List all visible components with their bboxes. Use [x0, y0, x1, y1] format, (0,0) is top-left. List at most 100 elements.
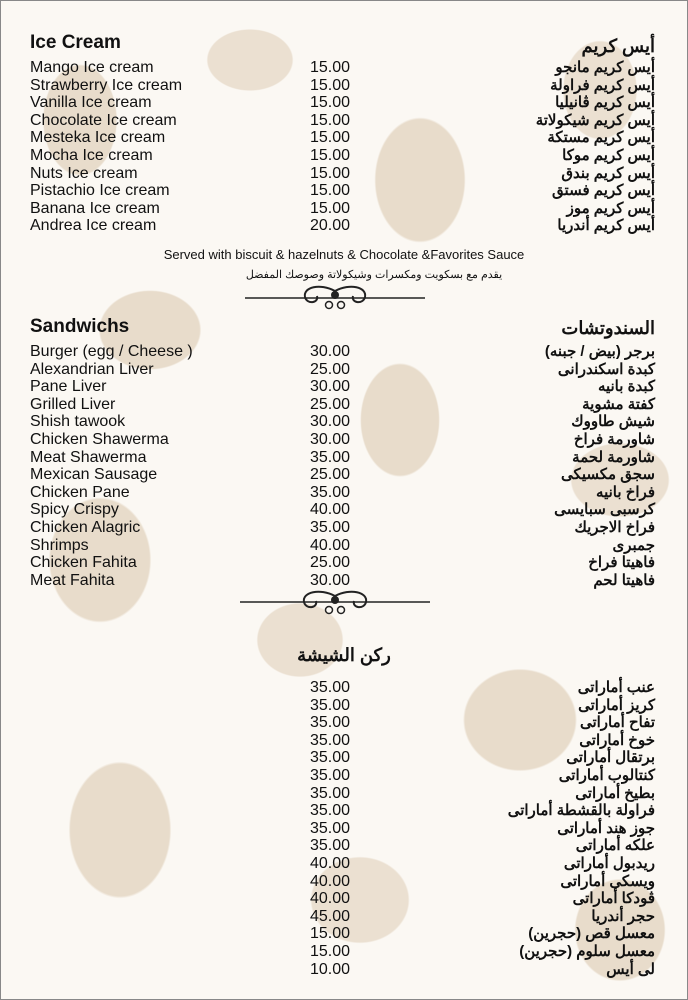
- shisha-item-name-ar: علكه أماراتى: [575, 837, 655, 855]
- ice-cream-title: Ice Cream: [30, 32, 121, 53]
- shisha-item-row: 15.00 معسل قص (حجرين): [0, 925, 688, 943]
- shisha-item-price: 40.00: [310, 872, 351, 890]
- sandwich-item-name-ar: فاهيتا لحم: [593, 571, 655, 589]
- sandwich-item-price: 35.00: [310, 448, 351, 466]
- sandwich-item-name-ar: سجق مكسيكى: [561, 466, 655, 484]
- sandwich-item-price: 30.00: [310, 571, 351, 589]
- shisha-item-price: 35.00: [310, 696, 351, 714]
- ice-cream-item-name-ar: أيس كريم فستق: [552, 182, 655, 200]
- shisha-item-row: 40.00 ڤودكا أماراتى: [0, 890, 688, 908]
- shisha-title-ar: ركن الشيشة: [297, 645, 391, 665]
- ice-cream-item-row: Nuts Ice cream 15.00 أيس كريم بندق: [0, 165, 688, 183]
- shisha-item-row: 35.00 كريز أماراتى: [0, 697, 688, 715]
- ice-cream-item-row: Vanilla Ice cream 15.00 أيس كريم ڤانيليا: [0, 94, 688, 112]
- sandwich-item-name: Spicy Crispy: [30, 501, 119, 519]
- ice-cream-item-name-ar: أيس كريم أندريا: [557, 217, 655, 235]
- sandwich-item-row: Shish tawook 30.00 شيش طاووك: [0, 413, 688, 431]
- sandwich-item-name-ar: فراخ بانيه: [596, 483, 655, 501]
- ice-cream-item-name: Andrea Ice cream: [30, 217, 157, 235]
- shisha-item-name-ar: بطيخ أماراتى: [575, 784, 655, 802]
- shisha-item-price: 35.00: [310, 679, 351, 696]
- ice-cream-item-price: 15.00: [310, 94, 351, 112]
- ice-cream-item-row: Chocolate Ice cream 15.00 أيس كريم شيكولات…: [0, 112, 688, 130]
- shisha-item-price: 35.00: [310, 784, 351, 802]
- ice-cream-item-price: 15.00: [310, 129, 351, 147]
- ice-cream-note: Served with biscuit & hazelnuts & Chocol…: [163, 247, 525, 262]
- sandwich-item-row: Burger (egg / Cheese ) 30.00 برجر (بيض / ج…: [0, 343, 688, 361]
- sandwich-item-name: Chicken Pane: [30, 483, 130, 501]
- shisha-item-price: 15.00: [310, 943, 351, 960]
- sandwich-item-name: Shish tawook: [30, 413, 126, 431]
- ice-cream-item-row: Andrea Ice cream 20.00 أيس كريم أندريا: [0, 217, 688, 235]
- sandwich-item-name-ar: جمبرى: [612, 536, 656, 554]
- ice-cream-item-price: 15.00: [310, 76, 351, 94]
- sandwich-item-name-ar: كبدة بانيه: [597, 378, 655, 396]
- sandwich-item-name: Chicken Shawerma: [30, 431, 169, 448]
- sandwich-item-price: 25.00: [310, 554, 351, 572]
- shisha-item-name-ar: ڤودكا أماراتى: [572, 890, 655, 908]
- ice-cream-note-ar: يقدم مع بسكويت ومكسرات وشيكولاتة وصوصك ا…: [245, 269, 503, 281]
- ice-cream-item-name: Pistachio Ice cream: [30, 182, 170, 200]
- shisha-item-name-ar: فراولة بالقشطة أماراتى: [507, 802, 655, 820]
- sandwich-item-row: Chicken Pane 35.00 فراخ بانيه: [0, 484, 688, 502]
- shisha-item-row: 40.00 ويسكى أماراتى: [0, 873, 688, 891]
- ice-cream-item-name-ar: أيس كريم بندق: [561, 164, 655, 182]
- ice-cream-item-name: Chocolate Ice cream: [30, 111, 177, 129]
- ice-cream-item-price: 20.00: [310, 217, 351, 235]
- sandwich-item-name: Burger (egg / Cheese ): [30, 343, 193, 360]
- ornament-divider-icon: [245, 285, 425, 310]
- sandwich-item-price: 40.00: [310, 536, 351, 554]
- sandwich-item-row: Meat Shawerma 35.00 شاورمة لحمة: [0, 449, 688, 467]
- shisha-item-name-ar: كنتالوب أماراتى: [558, 767, 655, 784]
- ice-cream-item-name-ar: أيس كريم موز: [566, 199, 655, 217]
- ice-cream-item-name-ar: أيس كريم مستكة: [547, 129, 655, 147]
- ice-cream-item-name: Mocha Ice cream: [30, 147, 153, 164]
- ice-cream-item-price: 15.00: [310, 59, 351, 76]
- sandwich-item-price: 35.00: [310, 519, 351, 536]
- sandwich-item-name: Alexandrian Liver: [30, 360, 154, 378]
- sandwich-item-name-ar: فراخ الاجريك: [574, 519, 655, 536]
- ice-cream-item-name-ar: أيس كريم شيكولاتة: [535, 111, 655, 129]
- shisha-item-name-ar: كريز أماراتى: [578, 696, 655, 714]
- ice-cream-item-name: Banana Ice cream: [30, 199, 160, 217]
- shisha-item-name-ar: عنب أماراتى: [577, 679, 655, 696]
- ice-cream-item-row: Pistachio Ice cream 15.00 أيس كريم فستق: [0, 182, 688, 200]
- shisha-item-row: 35.00 خوخ أماراتى: [0, 732, 688, 750]
- ornament-divider-icon: [240, 590, 430, 615]
- shisha-item-row: 35.00 تفاح أماراتى: [0, 714, 688, 732]
- sandwich-item-price: 35.00: [310, 483, 351, 501]
- sandwiches-title-ar: السندوتشات: [561, 318, 655, 338]
- ice-cream-item-row: Mesteka Ice cream 15.00 أيس كريم مستكة: [0, 129, 688, 147]
- shisha-item-row: 35.00 علكه أماراتى: [0, 837, 688, 855]
- shisha-item-row: 35.00 بطيخ أماراتى: [0, 785, 688, 803]
- sandwich-item-name-ar: كفتة مشوية: [582, 395, 655, 413]
- sandwich-item-row: Mexican Sausage 25.00 سجق مكسيكى: [0, 466, 688, 484]
- shisha-item-row: 35.00 كنتالوب أماراتى: [0, 767, 688, 785]
- sandwich-item-name: Mexican Sausage: [30, 466, 158, 484]
- sandwich-item-row: Pane Liver 30.00 كبدة بانيه: [0, 378, 688, 396]
- shisha-item-price: 40.00: [310, 855, 351, 872]
- sandwich-item-price: 25.00: [310, 360, 351, 378]
- shisha-item-name-ar: معسل سلوم (حجرين): [519, 943, 655, 960]
- sandwich-item-name: Meat Shawerma: [30, 448, 147, 466]
- shisha-item-price: 35.00: [310, 749, 351, 767]
- shisha-item-name-ar: تفاح أماراتى: [579, 714, 655, 732]
- shisha-item-row: 45.00 حجر أندريا: [0, 908, 688, 926]
- ice-cream-item-name-ar: أيس كريم فراولة: [550, 76, 655, 94]
- sandwich-item-name-ar: شاورمة فراخ: [573, 431, 655, 448]
- shisha-item-price: 35.00: [310, 731, 351, 749]
- sandwich-item-name: Chicken Alagric: [30, 519, 141, 536]
- ice-cream-item-row: Mango Ice cream 15.00 أيس كريم مانجو: [0, 59, 688, 77]
- sandwich-item-name-ar: كبدة اسكندرانى: [557, 360, 655, 378]
- ice-cream-item-name: Strawberry Ice cream: [30, 76, 183, 94]
- ice-cream-item-price: 15.00: [310, 182, 351, 200]
- shisha-item-row: 15.00 معسل سلوم (حجرين): [0, 943, 688, 961]
- shisha-item-price: 40.00: [310, 890, 351, 908]
- shisha-item-price: 15.00: [310, 925, 351, 943]
- shisha-item-price: 35.00: [310, 767, 351, 784]
- shisha-item-name-ar: حجر أندريا: [591, 907, 655, 925]
- shisha-item-name-ar: خوخ أماراتى: [579, 731, 655, 749]
- shisha-item-row: 40.00 ريدبول أماراتى: [0, 855, 688, 873]
- sandwich-item-row: Meat Fahita 30.00 فاهيتا لحم: [0, 572, 688, 590]
- ice-cream-item-name-ar: أيس كريم موكا: [562, 147, 655, 164]
